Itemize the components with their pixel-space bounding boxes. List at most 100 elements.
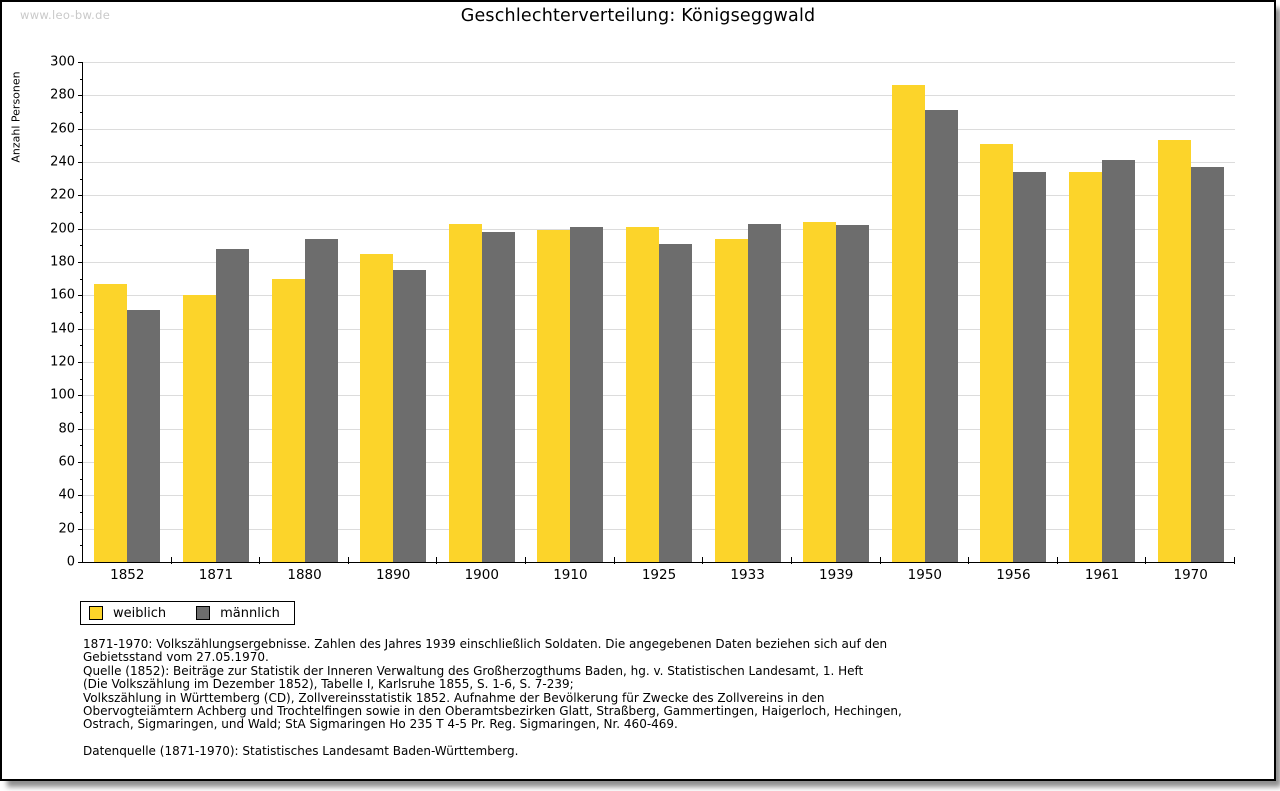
y-tick-0 (78, 562, 83, 563)
datasource-line: Datenquelle (1871-1970): Statistisches L… (83, 743, 519, 758)
y-axis-tick-label: 240 (50, 154, 75, 170)
bar-weiblich-1961 (1069, 172, 1103, 562)
bar-männlich-1961 (1102, 160, 1136, 562)
x-axis-tick-label-1961: 1961 (1084, 567, 1120, 583)
y-tick-180 (78, 262, 83, 263)
y-tick-110 (80, 378, 83, 380)
y-tick-30 (80, 512, 83, 513)
x-axis-tick (436, 557, 438, 564)
bar-weiblich-1852 (94, 283, 128, 562)
y-tick-80 (78, 428, 83, 430)
bar-weiblich-1900 (448, 223, 482, 562)
y-tick-220 (78, 195, 83, 197)
watermark-url: www.leo-bw.de (20, 8, 111, 22)
x-axis-tick-label-1956: 1956 (996, 567, 1031, 583)
y-axis-tick-label: 80 (58, 421, 75, 437)
footnote-line-3: Quelle (1852): Beiträge zur Statistik de… (83, 663, 864, 678)
bar-männlich-1890 (393, 270, 427, 562)
gridline-260 (83, 128, 1235, 130)
y-tick-150 (80, 312, 83, 313)
y-tick-260 (78, 128, 83, 130)
footnote-spacer (83, 732, 1183, 745)
legend-item-maennlich: männlich (196, 606, 280, 621)
x-axis-tick (1056, 557, 1058, 564)
bar-männlich-1939 (836, 225, 870, 562)
bar-weiblich-1956 (980, 143, 1014, 562)
bar-weiblich-1970 (1157, 140, 1191, 562)
y-axis-tick-label: 280 (50, 87, 75, 103)
bar-weiblich-1871 (182, 295, 216, 562)
y-tick-20 (78, 528, 83, 530)
y-axis-tick-label: 100 (50, 387, 75, 403)
legend: weiblich männlich (80, 601, 295, 625)
y-tick-10 (80, 545, 83, 547)
y-tick-160 (78, 295, 83, 297)
x-axis-tick (347, 557, 349, 564)
bar-männlich-1925 (659, 243, 692, 562)
plot-area: 0 20 40 60 80 100 120 140 160 180 200 220 240 260 280 3… (50, 55, 1235, 583)
legend-swatch-weiblich (89, 606, 103, 620)
y-tick-40 (78, 495, 83, 497)
footnote-line-6: Obervogteiämtern Achberg und Trochtelfin… (83, 704, 902, 719)
y-axis-tick-label: 40 (58, 487, 75, 503)
y-tick-240 (78, 162, 83, 163)
bar-weiblich-1933 (714, 238, 748, 562)
chart-title: Geschlechterverteilung: Königseggwald (460, 6, 816, 26)
y-tick-130 (80, 345, 83, 347)
y-axis-tick-label: 260 (50, 121, 75, 137)
x-axis-tick (968, 557, 970, 564)
legend-item-weiblich: weiblich (89, 606, 166, 621)
y-axis-tick-label: 160 (50, 287, 75, 303)
bar-männlich-1900 (481, 232, 515, 562)
y-axis-tick-label: 60 (58, 454, 75, 470)
x-axis-tick (790, 557, 792, 564)
y-tick-210 (80, 212, 83, 213)
x-axis-tick (702, 557, 704, 564)
bar-weiblich-1925 (626, 227, 659, 562)
y-tick-120 (78, 362, 83, 363)
x-axis-tick (259, 557, 261, 564)
y-tick-100 (78, 395, 83, 397)
x-axis-tick (525, 557, 527, 564)
bar-weiblich-1950 (891, 85, 925, 562)
y-tick-190 (80, 245, 83, 247)
gridline-280 (83, 95, 1235, 97)
footnote-line-4: (Die Volkszählung im Dezember 1852), Tab… (83, 677, 574, 692)
x-axis-tick (170, 557, 172, 564)
legend-swatch-maennlich (196, 606, 211, 620)
y-tick-90 (80, 412, 83, 413)
y-axis-title: Anzahl Personen (9, 71, 23, 163)
y-tick-280 (78, 95, 83, 97)
bar-männlich-1950 (924, 110, 958, 562)
footnotes: 1871-1970: Volkszählungsergebnisse. Zahl… (83, 637, 1183, 758)
x-axis-tick-label-1933: 1933 (730, 567, 765, 583)
y-axis-tick-label: 140 (50, 321, 75, 337)
y-tick-140 (78, 328, 83, 330)
y-axis-tick-label: 180 (50, 254, 75, 270)
x-axis-tick (613, 557, 615, 564)
x-axis-tick (879, 557, 881, 564)
footnote-line-5: Volkszählung in Württemberg (CD), Zollve… (83, 690, 825, 705)
y-axis-tick-label: 120 (50, 354, 75, 370)
y-axis-tick-label: 300 (50, 54, 75, 70)
y-tick-230 (80, 178, 83, 180)
y-axis-tick-label: 200 (50, 221, 75, 237)
legend-label-maennlich: männlich (220, 605, 280, 621)
x-axis-tick-label-1852: 1852 (110, 567, 145, 583)
y-tick-290 (80, 78, 83, 80)
x-axis-tick-label-1970: 1970 (1173, 567, 1208, 583)
footnote-line-7: Ostrach, Sigmaringen, und Wald; StA Sigm… (83, 717, 678, 732)
bar-männlich-1956 (1013, 172, 1047, 562)
x-axis-tick-label-1880: 1880 (287, 567, 322, 583)
y-tick-50 (80, 478, 83, 480)
footnote-line-2: Gebietsstand vom 27.05.1970. (83, 650, 269, 665)
bar-weiblich-1939 (803, 222, 837, 562)
x-axis-tick (1145, 557, 1147, 564)
y-axis-tick-label: 20 (58, 521, 75, 537)
bar-weiblich-1880 (271, 278, 305, 562)
y-axis-tick-label: 0 (66, 554, 75, 570)
bar-männlich-1871 (215, 248, 249, 562)
bar-männlich-1970 (1190, 167, 1224, 562)
gridline-240 (83, 162, 1235, 163)
y-tick-250 (80, 145, 83, 147)
